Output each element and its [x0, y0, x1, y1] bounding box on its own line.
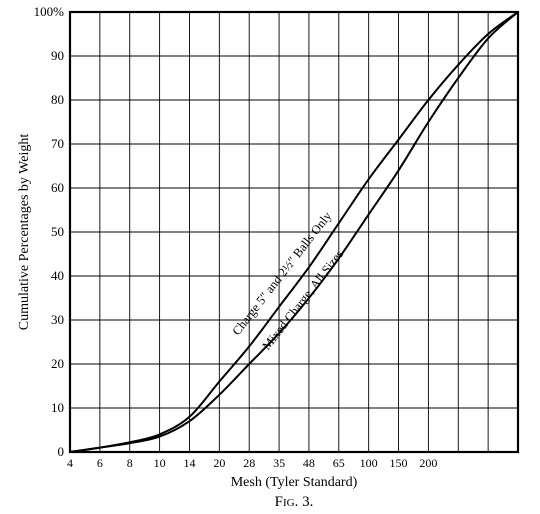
y-tick-label: 90: [51, 48, 64, 63]
figure-caption: Fig. 3.: [275, 494, 314, 510]
grid-horizontal: [70, 12, 518, 452]
y-tick-label: 10: [51, 400, 64, 415]
x-tick-label: 150: [390, 456, 408, 470]
y-tick-label: 50: [51, 224, 64, 239]
y-tick-label: 70: [51, 136, 64, 151]
y-tick-label: 0: [58, 444, 65, 459]
y-axis-label: Cumulative Percentages by Weight: [17, 134, 32, 331]
x-tick-label: 48: [303, 456, 315, 470]
y-tick-label: 30: [51, 312, 64, 327]
x-tick-label: 8: [127, 456, 133, 470]
x-tick-label: 28: [243, 456, 255, 470]
x-tick-label: 6: [97, 456, 103, 470]
y-tick-labels: 0 10 20 30 40 50 60 70 80 90: [51, 48, 64, 459]
y-tick-label: 60: [51, 180, 64, 195]
x-tick-label: 4: [67, 456, 73, 470]
cumulative-mesh-chart: 0 10 20 30 40 50 60 70 80 90 4 6 8 10 14 20 28 35 48 65 100…: [0, 0, 540, 514]
x-tick-label: 10: [154, 456, 166, 470]
x-tick-label: 65: [333, 456, 345, 470]
x-tick-label: 35: [273, 456, 285, 470]
x-tick-label: 20: [213, 456, 225, 470]
curve-labels: Charge 5″ and 2½″ Balls OnlyMixed Charge…: [229, 209, 346, 353]
y-tick-label: 20: [51, 356, 64, 371]
curve-label-1: Mixed Charge, All Sizes: [260, 247, 347, 352]
y-top-corner-label: 100%: [34, 4, 65, 19]
y-tick-label: 40: [51, 268, 64, 283]
x-tick-label: 200: [419, 456, 437, 470]
x-tick-labels: 4 6 8 10 14 20 28 35 48 65 100 150 200: [67, 456, 437, 470]
x-tick-label: 14: [183, 456, 195, 470]
x-axis-label: Mesh (Tyler Standard): [231, 475, 358, 490]
x-tick-label: 100: [360, 456, 378, 470]
y-tick-label: 80: [51, 92, 64, 107]
